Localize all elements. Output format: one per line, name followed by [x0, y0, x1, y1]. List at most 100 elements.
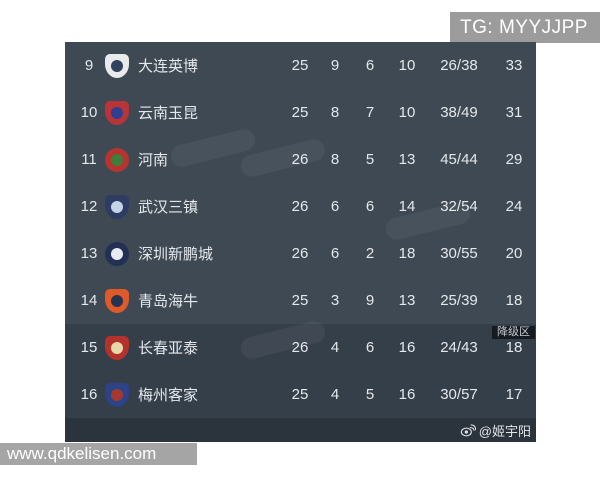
stat-played: 25: [291, 104, 309, 121]
team-stats: 26 8 5 13 45/44 29: [282, 151, 536, 168]
rank-number: 10: [80, 104, 98, 121]
table-row[interactable]: 15 长春亚泰 26 4 6 16 24/43 18 降级区: [65, 324, 536, 371]
stat-draws: 7: [365, 104, 375, 121]
tg-watermark-text: TG: MYYJJPP: [460, 16, 588, 38]
team-name: 武汉三镇: [138, 199, 199, 216]
stat-points: 24: [505, 198, 523, 215]
stat-draws: 2: [365, 245, 375, 262]
team-stats: 25 9 6 10 26/38 33: [282, 57, 536, 74]
stat-goals: 25/39: [440, 292, 478, 309]
stat-wins: 4: [330, 386, 340, 403]
stat-goals: 30/57: [440, 386, 478, 403]
team-logo-inner: [111, 200, 123, 213]
credit-bar: @姬宇阳: [65, 418, 536, 442]
stat-draws: 9: [365, 292, 375, 309]
stat-played: 26: [291, 245, 309, 262]
stat-losses: 10: [398, 104, 416, 121]
rank-number: 13: [80, 245, 98, 262]
table-row[interactable]: 12 武汉三镇 26 6 6 14 32/54 24: [65, 183, 536, 230]
team-stats: 26 6 2 18 30/55 20: [282, 245, 536, 262]
team-name: 河南: [138, 152, 169, 169]
stat-wins: 3: [330, 292, 340, 309]
table-row[interactable]: 9 大连英博 25 9 6 10 26/38 33: [65, 42, 536, 89]
stat-played: 26: [291, 339, 309, 356]
stat-draws: 6: [365, 57, 375, 74]
team-logo-inner: [111, 388, 123, 401]
stat-points: 33: [505, 57, 523, 74]
stat-points: 29: [505, 151, 523, 168]
stat-points: 31: [505, 104, 523, 121]
stat-losses: 18: [398, 245, 416, 262]
team-name: 云南玉昆: [138, 105, 199, 122]
team-stats: 25 3 9 13 25/39 18: [282, 292, 536, 309]
team-logo-icon: [105, 288, 129, 313]
team-logo-inner: [111, 341, 123, 354]
stat-goals: 30/55: [440, 245, 478, 262]
team-stats: 26 6 6 14 32/54 24: [282, 198, 536, 215]
rank-number: 15: [80, 339, 98, 356]
rank-number: 11: [81, 151, 97, 168]
stat-played: 25: [291, 386, 309, 403]
team-logo-inner: [111, 294, 123, 307]
stat-played: 26: [291, 151, 309, 168]
team-logo-inner: [111, 106, 123, 119]
rank-number: 14: [80, 292, 98, 309]
stat-goals: 32/54: [440, 198, 478, 215]
weibo-icon: [460, 424, 476, 437]
rank-number: 16: [80, 386, 98, 403]
stat-played: 26: [291, 198, 309, 215]
team-name: 梅州客家: [138, 387, 199, 404]
stat-wins: 8: [330, 151, 340, 168]
standings-table: 9 大连英博 25 9 6 10 26/38 33 10 云南玉昆 25 8 7 10 38/49 31 11 河…: [65, 42, 536, 442]
stat-goals: 38/49: [440, 104, 478, 121]
table-row[interactable]: 16 梅州客家 25 4 5 16 30/57 17: [65, 371, 536, 418]
stat-wins: 4: [330, 339, 340, 356]
stat-played: 25: [291, 57, 309, 74]
team-logo-icon: [105, 241, 129, 266]
stat-wins: 9: [330, 57, 340, 74]
stat-goals: 24/43: [440, 339, 478, 356]
stat-points: 20: [505, 245, 523, 262]
stat-goals: 45/44: [440, 151, 478, 168]
stat-losses: 13: [398, 292, 416, 309]
team-stats: 26 4 6 16 24/43 18: [282, 339, 536, 356]
team-logo-inner: [111, 59, 123, 72]
table-row[interactable]: 13 深圳新鹏城 26 6 2 18 30/55 20: [65, 230, 536, 277]
stat-draws: 6: [365, 198, 375, 215]
table-row[interactable]: 10 云南玉昆 25 8 7 10 38/49 31: [65, 89, 536, 136]
team-name: 青岛海牛: [138, 293, 199, 310]
rank-number: 12: [80, 198, 98, 215]
team-stats: 25 8 7 10 38/49 31: [282, 104, 536, 121]
team-name: 深圳新鹏城: [138, 246, 214, 263]
team-logo-icon: [105, 53, 129, 78]
team-logo-inner: [111, 153, 123, 166]
relegation-zone-badge: 降级区: [492, 326, 535, 339]
stat-wins: 6: [330, 198, 340, 215]
team-logo-icon: [105, 100, 129, 125]
stat-goals: 26/38: [440, 57, 478, 74]
team-name: 大连英博: [138, 58, 199, 75]
stat-losses: 14: [398, 198, 416, 215]
team-logo-icon: [105, 382, 129, 407]
team-name: 长春亚泰: [138, 340, 199, 357]
table-row[interactable]: 14 青岛海牛 25 3 9 13 25/39 18: [65, 277, 536, 324]
stat-draws: 6: [365, 339, 375, 356]
team-logo-icon: [105, 194, 129, 219]
stat-draws: 5: [365, 386, 375, 403]
stat-points: 18: [505, 339, 523, 356]
stat-points: 17: [505, 386, 523, 403]
stat-draws: 5: [365, 151, 375, 168]
stat-losses: 16: [398, 386, 416, 403]
team-stats: 25 4 5 16 30/57 17: [282, 386, 536, 403]
team-logo-icon: [105, 335, 129, 360]
table-row[interactable]: 11 河南 26 8 5 13 45/44 29: [65, 136, 536, 183]
credit-handle: @姬宇阳: [478, 423, 531, 439]
team-logo-icon: [105, 147, 129, 172]
site-watermark: www.qdkelisen.com: [0, 443, 197, 465]
stat-wins: 6: [330, 245, 340, 262]
stat-losses: 16: [398, 339, 416, 356]
stat-losses: 13: [398, 151, 416, 168]
stat-losses: 10: [398, 57, 416, 74]
stat-played: 25: [291, 292, 309, 309]
team-logo-inner: [111, 247, 123, 260]
